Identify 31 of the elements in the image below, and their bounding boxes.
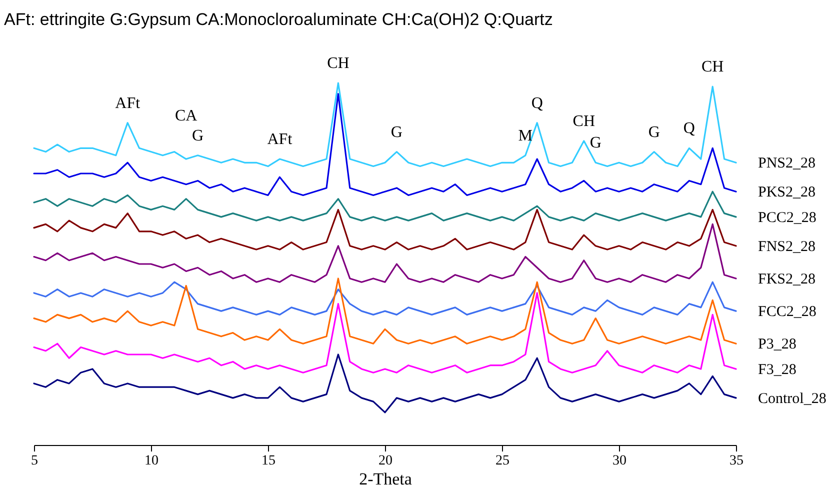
annotation: G [192, 127, 204, 144]
series-label: PCC2_28 [758, 210, 816, 226]
series-label: PNS2_28 [758, 156, 816, 172]
annotation: CH [327, 55, 350, 72]
series-label: F3_28 [758, 362, 796, 378]
x-tick-label: 35 [730, 454, 744, 468]
x-tick-label: 5 [31, 454, 38, 468]
x-axis-title: 2-Theta [359, 470, 412, 488]
x-tick-label: 30 [612, 454, 626, 468]
chart-title: AFt: ettringite G:Gypsum CA:Monocloroaluminate CH:Ca(OH)2 Q:Quartz [4, 10, 553, 29]
annotation: CA [174, 107, 198, 124]
x-tick-label: 10 [144, 454, 158, 468]
annotation: Q [683, 120, 696, 138]
series-label: FKS2_28 [758, 271, 816, 288]
annotation: AFt [267, 131, 293, 148]
annotation: CH [572, 112, 596, 130]
annotation: CH [701, 58, 724, 76]
series-label: P3_28 [758, 336, 796, 353]
annotation: G [390, 124, 403, 141]
x-tick-label: 15 [262, 454, 276, 468]
annotation: AFt [115, 94, 141, 112]
x-tick-label: 25 [496, 454, 510, 468]
series-label: FCC2_28 [758, 304, 816, 320]
x-tick-label: 20 [378, 454, 392, 468]
series-label: PKS2_28 [758, 184, 816, 201]
series-label: Control_28 [758, 390, 826, 407]
annotation: G [648, 124, 660, 141]
annotation: M [518, 127, 533, 144]
annotation: G [590, 134, 602, 152]
series-label: FNS2_28 [758, 238, 816, 255]
annotation: Q [531, 94, 544, 112]
